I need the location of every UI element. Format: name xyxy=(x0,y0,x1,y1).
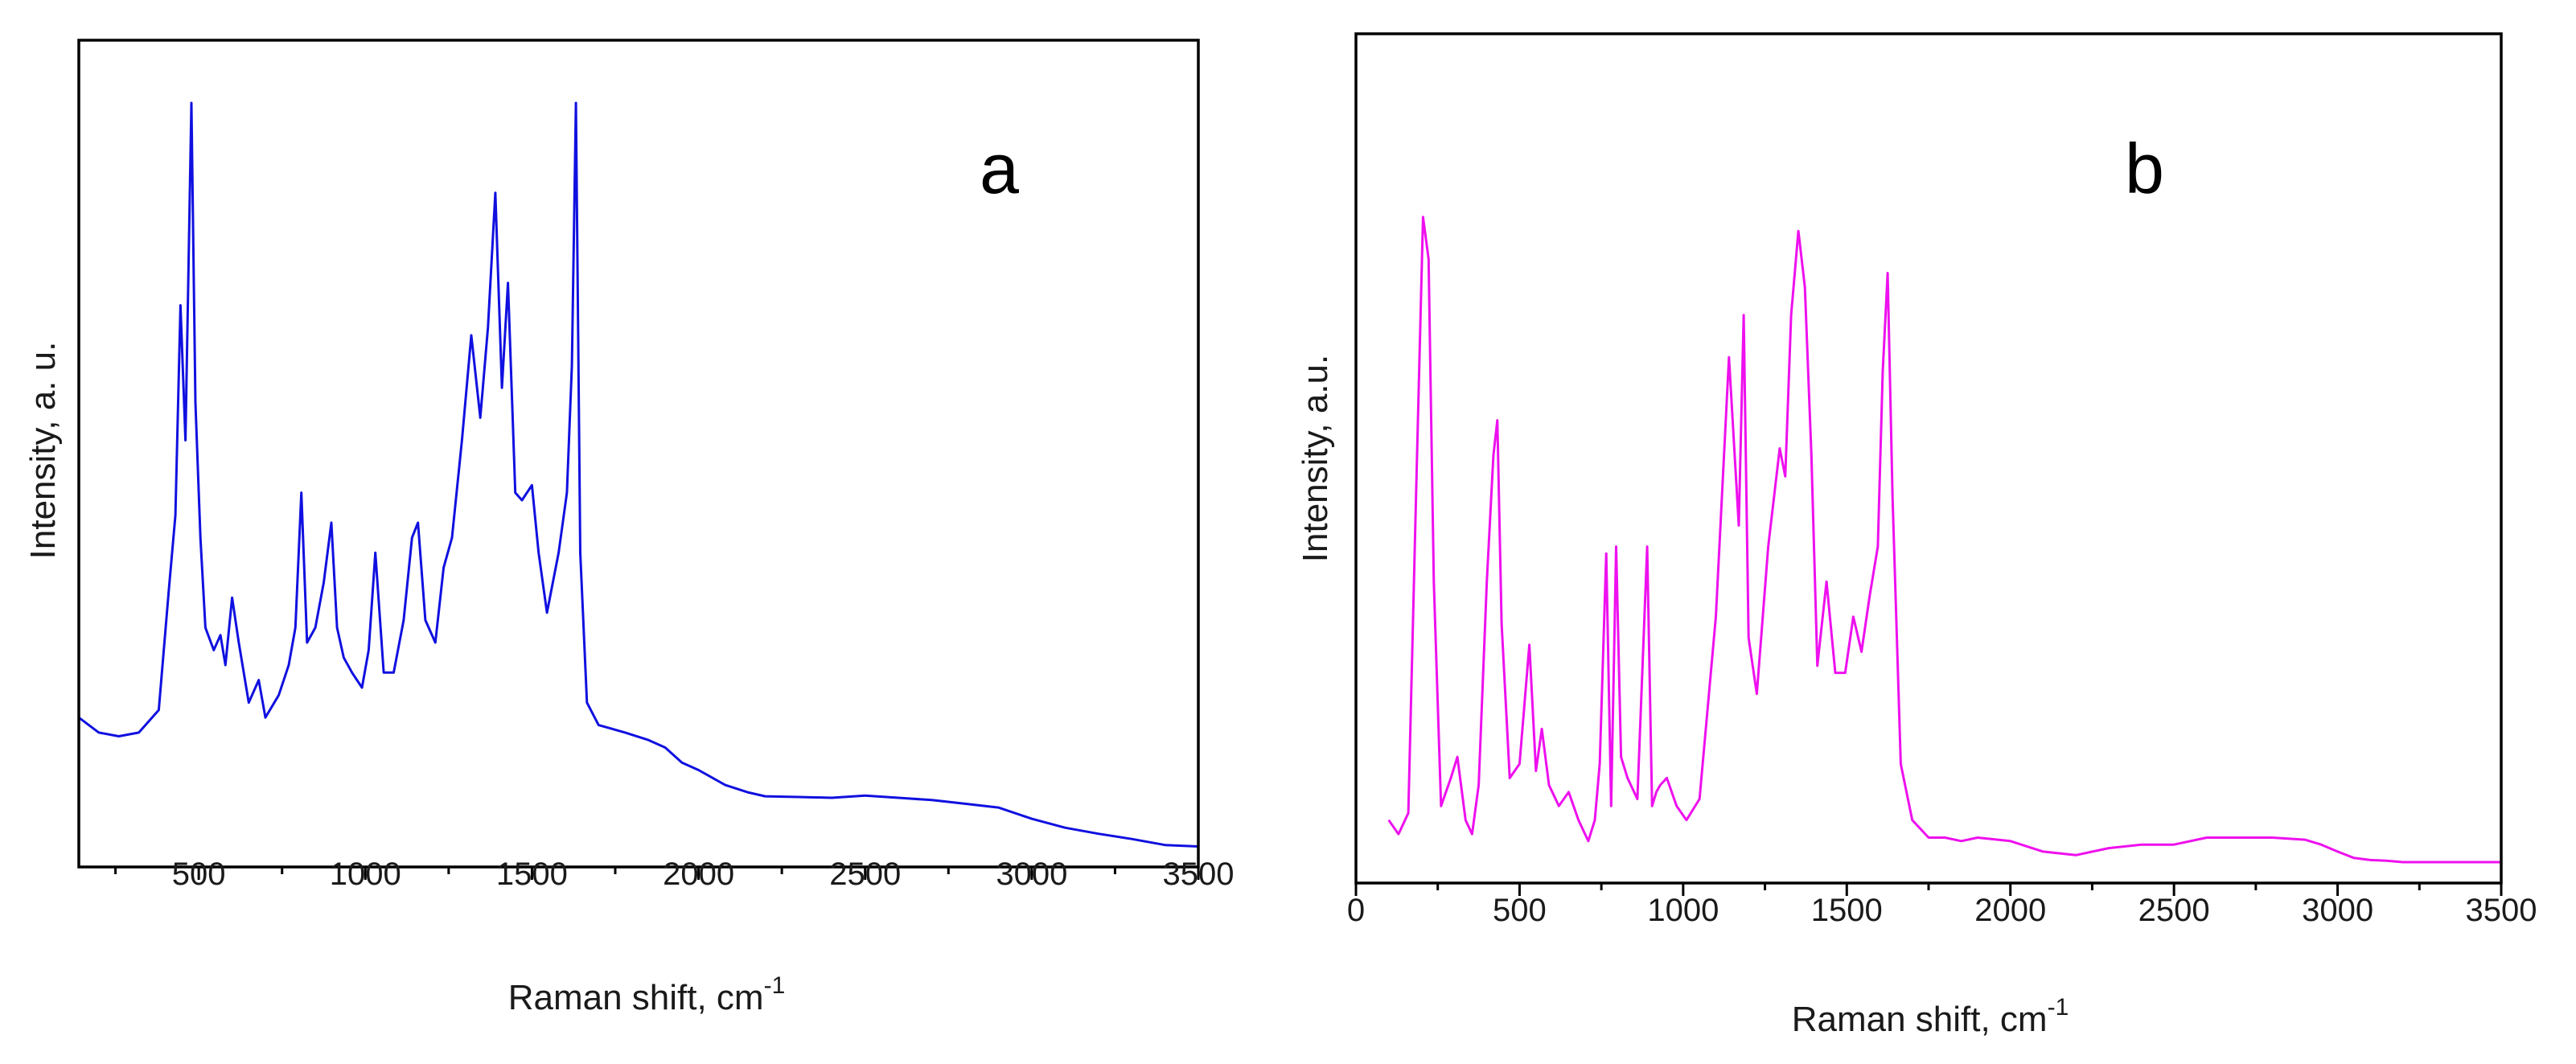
plot-frame-a xyxy=(77,39,1200,869)
x-axis-title-b: Raman shift, cm-1 xyxy=(1792,994,2069,1039)
x-tick-label-a: 1000 xyxy=(330,857,401,892)
panel-label-b: b xyxy=(2125,129,2164,208)
x-tick-label-a: 1500 xyxy=(496,857,568,892)
series-line-b-0 xyxy=(1387,216,2501,864)
x-tick-label-b: 2500 xyxy=(2138,893,2210,928)
x-tick-label-b: 0 xyxy=(1347,893,1365,928)
x-axis-title-a: Raman shift, cm-1 xyxy=(508,972,786,1017)
chart-panel-b: 0 500 1000 1500 2000 2500 3000 3500 b Raman shi… xyxy=(1296,32,2537,1039)
y-axis-title-b: Intensity, a.u. xyxy=(1296,355,1335,562)
ticks-layer-b: 0 500 1000 1500 2000 2500 3000 3500 xyxy=(1347,883,2537,928)
y-axis-title-a: Intensity, a. u. xyxy=(23,342,63,560)
x-axis-title-a-superscript: -1 xyxy=(764,972,786,999)
x-tick-label-a: 2500 xyxy=(829,857,901,892)
x-tick-label-b: 500 xyxy=(1493,893,1547,928)
x-tick-label-b: 1500 xyxy=(1811,893,1883,928)
x-tick-label-b: 3000 xyxy=(2302,893,2373,928)
x-tick-label-a: 3000 xyxy=(996,857,1067,892)
ticks-layer-a: 500 1000 1500 2000 2500 3000 3500 xyxy=(114,857,1235,892)
x-tick-label-b: 2000 xyxy=(1974,893,2046,928)
x-axis-title-b-superscript: -1 xyxy=(2048,994,2069,1021)
x-tick-label-b: 1000 xyxy=(1647,893,1719,928)
series-layer-b xyxy=(1387,216,2501,864)
series-line-a-0 xyxy=(78,101,1199,848)
series-layer-a xyxy=(78,101,1199,848)
x-tick-label-a: 2000 xyxy=(663,857,734,892)
chart-panel-a: 500 1000 1500 2000 2500 3000 3500 a Raman shif… xyxy=(23,39,1235,1017)
x-tick-label-a: 500 xyxy=(172,857,226,892)
plot-frame-b xyxy=(1354,32,2503,885)
x-tick-label-b: 3500 xyxy=(2466,893,2537,928)
panel-label-a: a xyxy=(980,129,1019,208)
x-tick-label-a: 3500 xyxy=(1163,857,1235,892)
